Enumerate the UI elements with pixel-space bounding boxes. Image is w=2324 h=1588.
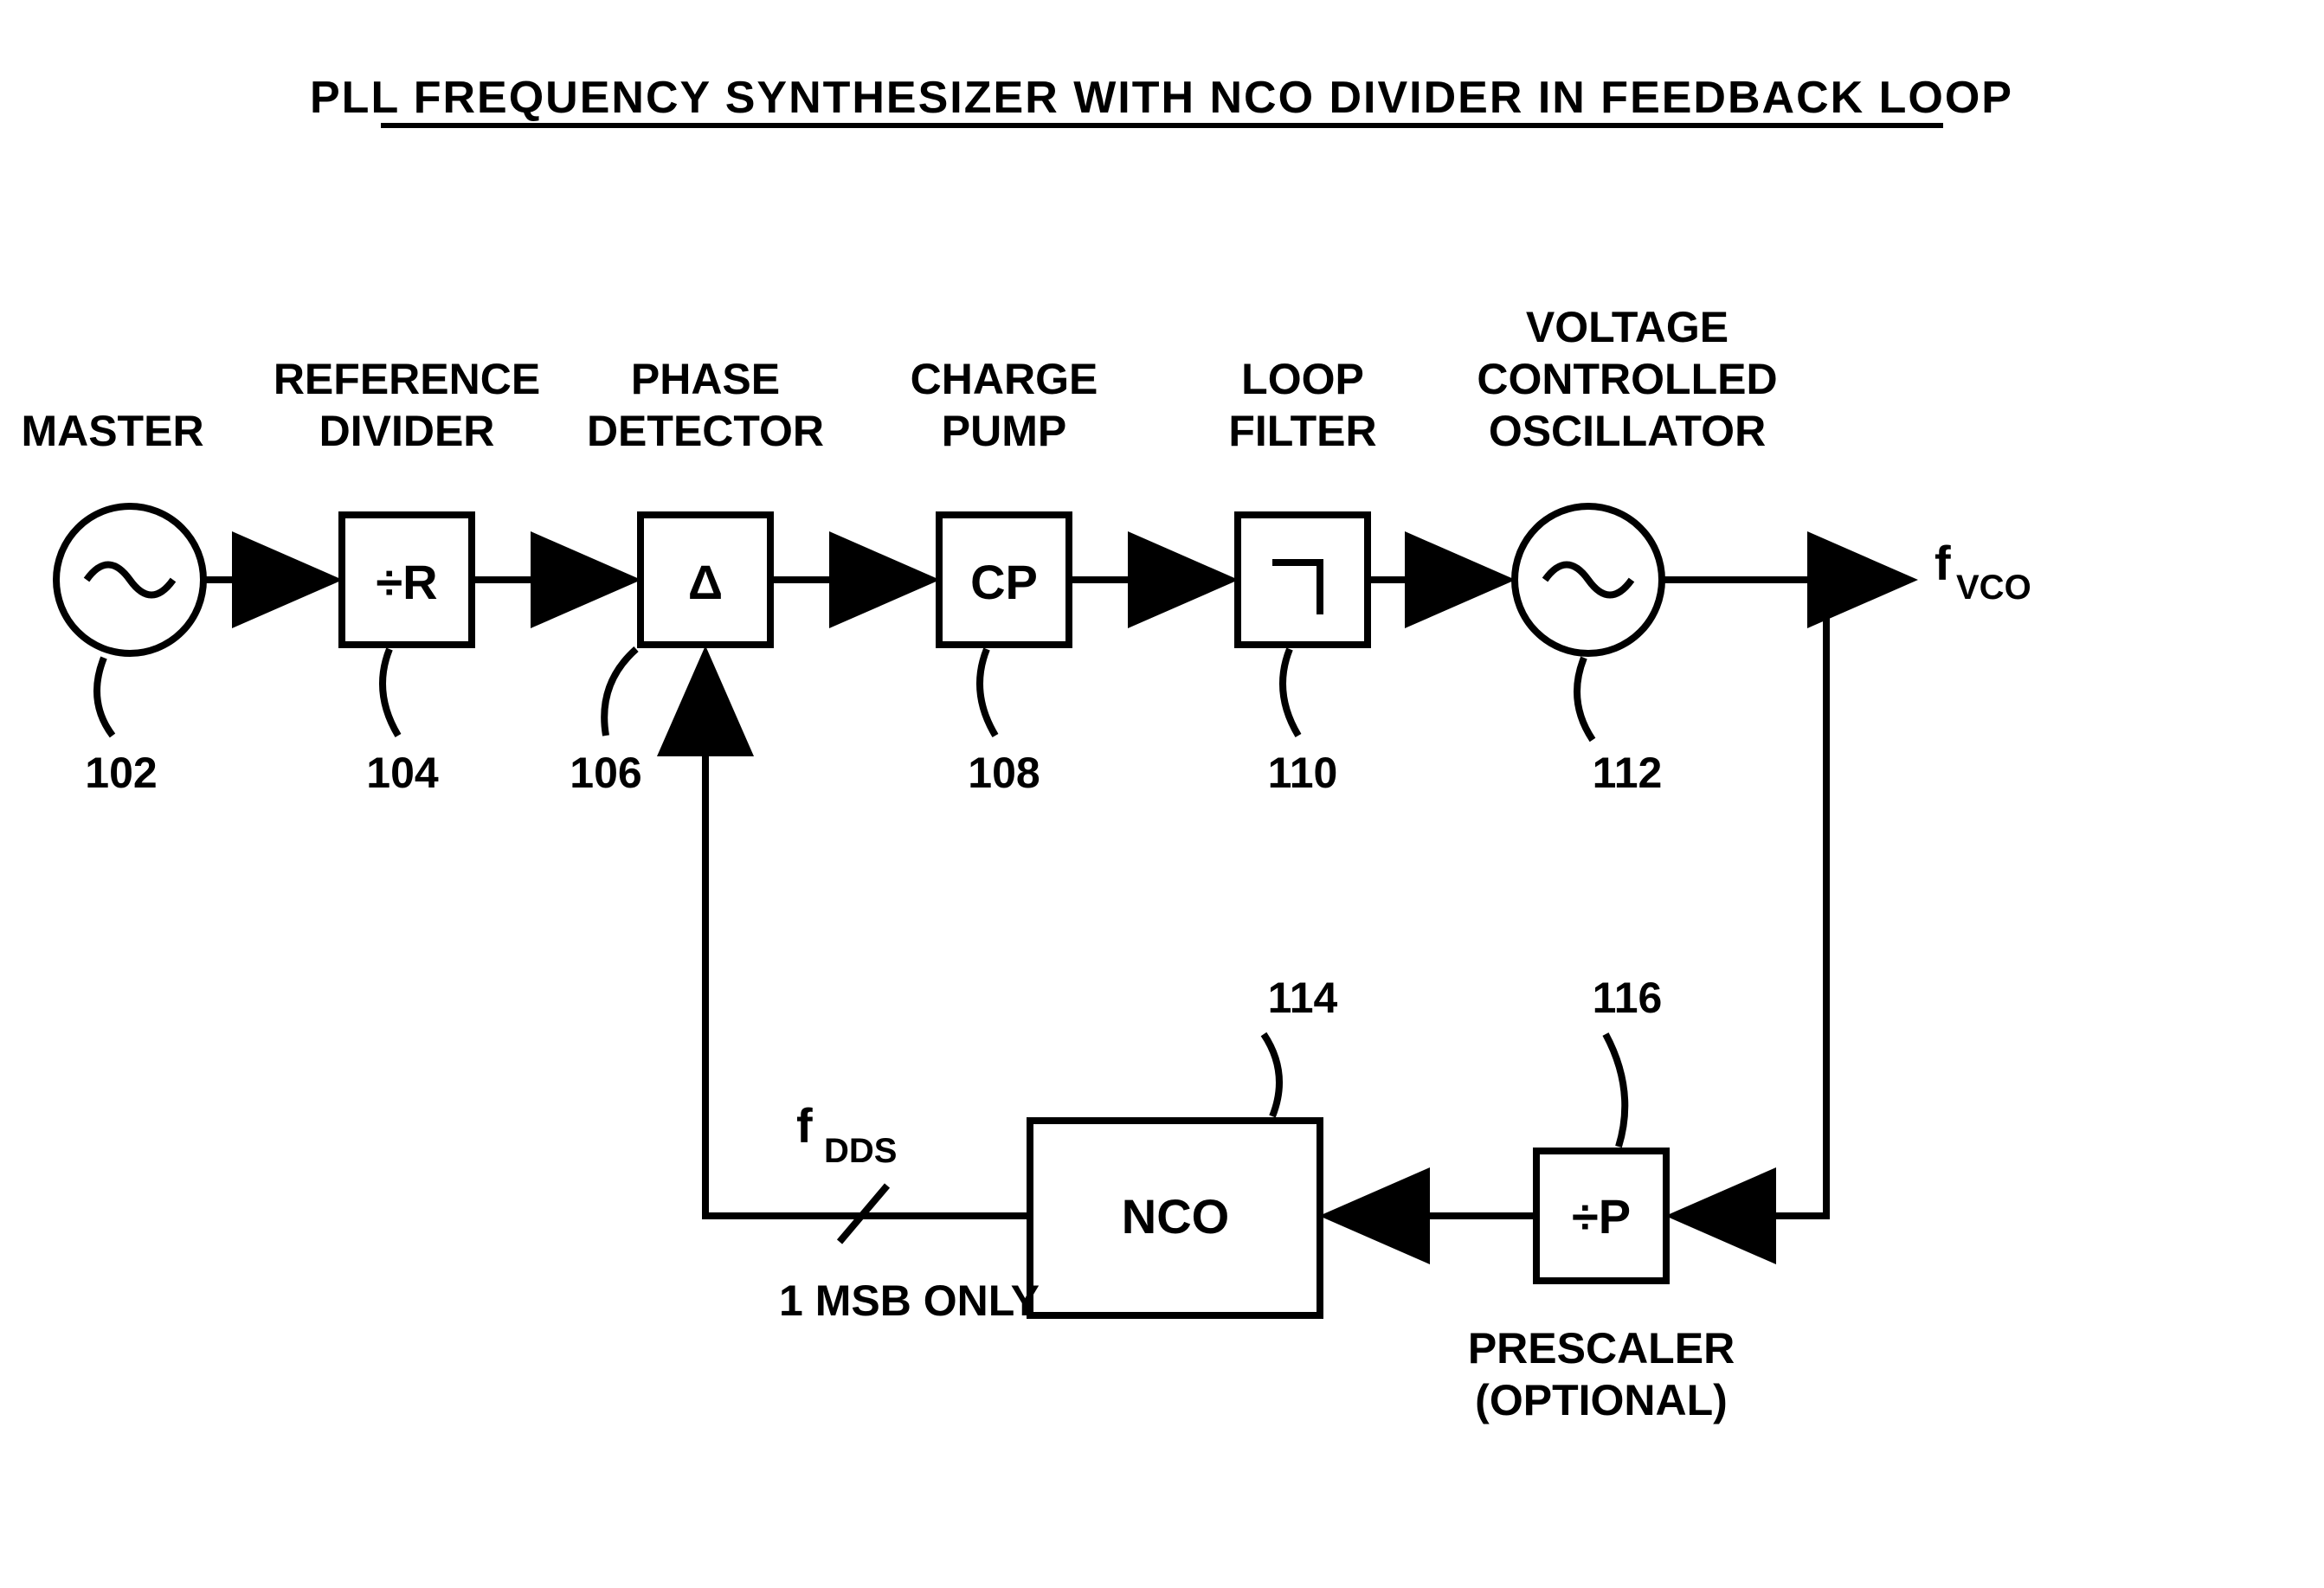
master-sine-icon <box>87 565 173 595</box>
phase-detector-label2: DETECTOR <box>587 407 824 455</box>
nco-ref-leader <box>1264 1034 1279 1116</box>
phase-detector-ref-leader <box>604 649 636 736</box>
prescaler-ref: 116 <box>1593 974 1663 1022</box>
fdds-label-f: f <box>796 1098 813 1153</box>
fdds-label-dds: DDS <box>824 1132 897 1170</box>
ref-divider-ref-leader <box>383 649 398 736</box>
pll-diagram: PLL FREQUENCY SYNTHESIZER WITH NCO DIVID… <box>0 0 2324 1588</box>
loop-filter-block <box>1238 515 1368 645</box>
output-label-f: f <box>1935 536 1951 590</box>
phase-detector-label1: PHASE <box>631 355 780 403</box>
charge-pump-ref-leader <box>980 649 995 736</box>
nco-ref: 114 <box>1268 974 1338 1022</box>
phase-detector-ref: 106 <box>570 749 641 797</box>
ref-divider-ref: 104 <box>366 749 439 797</box>
ref-divider-label2: DIVIDER <box>319 407 495 455</box>
vco-label3: OSCILLATOR <box>1489 407 1766 455</box>
output-label-vco: VCO <box>1956 569 2031 607</box>
charge-pump-label1: CHARGE <box>911 355 1098 403</box>
prescaler-label1: PRESCALER <box>1468 1324 1735 1373</box>
loop-filter-icon <box>1272 563 1320 614</box>
prescaler-ref-leader <box>1606 1034 1625 1147</box>
vco-sine-icon <box>1545 565 1632 595</box>
ref-divider-symbol: ÷R <box>376 555 437 609</box>
vco-ref-leader <box>1577 658 1593 740</box>
ref-divider-label1: REFERENCE <box>274 355 540 403</box>
charge-pump-ref: 108 <box>968 749 1040 797</box>
vco-label1: VOLTAGE <box>1526 303 1729 351</box>
nco-symbol: NCO <box>1122 1189 1229 1244</box>
loop-filter-label2: FILTER <box>1228 407 1376 455</box>
loop-filter-ref: 110 <box>1268 749 1338 797</box>
prescaler-label2: (OPTIONAL) <box>1475 1376 1728 1424</box>
charge-pump-label2: PUMP <box>942 407 1066 455</box>
loop-filter-label1: LOOP <box>1241 355 1364 403</box>
arrow-feedback-to-prescaler <box>1679 580 1826 1216</box>
master-ref-leader <box>97 658 113 736</box>
phase-detector-symbol: Δ <box>688 555 723 609</box>
master-ref: 102 <box>85 749 157 797</box>
vco-label2: CONTROLLED <box>1477 355 1777 403</box>
charge-pump-symbol: CP <box>970 555 1038 609</box>
fdds-note: 1 MSB ONLY <box>779 1276 1040 1325</box>
prescaler-symbol: ÷P <box>1572 1189 1631 1244</box>
master-label: MASTER <box>21 407 203 455</box>
loop-filter-ref-leader <box>1283 649 1298 736</box>
vco-ref: 112 <box>1593 749 1663 797</box>
title: PLL FREQUENCY SYNTHESIZER WITH NCO DIVID… <box>310 73 2013 123</box>
